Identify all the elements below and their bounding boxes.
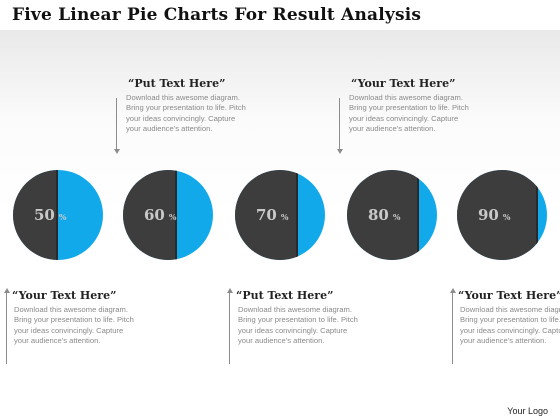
pie-chart: 90% [457, 170, 547, 260]
callout-top-2: “Your Text Here” Download this awesome d… [339, 77, 469, 135]
callout-body: Download this awesome diagram. Bring you… [126, 93, 246, 134]
pie-divider [56, 170, 58, 260]
pie-value-label: 90% [478, 206, 511, 224]
arrow-up-icon [4, 288, 10, 364]
arrow-up-icon [450, 288, 456, 364]
pie-divider [296, 170, 298, 260]
pie-chart: 60% [123, 170, 213, 260]
pie-value-label: 80% [368, 206, 401, 224]
pie-divider [536, 170, 538, 260]
callout-body: Download this awesome diagram. Bring you… [460, 305, 560, 346]
callout-bottom-2: “Put Text Here” Download this awesome di… [230, 289, 358, 347]
pie-chart-row: 50% 60% 70% 80% 90% [13, 170, 547, 260]
logo-text: Your Logo [507, 406, 548, 416]
pie-chart: 50% [13, 170, 103, 260]
arrow-up-icon [227, 288, 233, 364]
callout-heading: “Put Text Here” [128, 77, 226, 90]
page-title: Five Linear Pie Charts For Result Analys… [12, 5, 422, 25]
pie-value-label: 50% [34, 206, 67, 224]
callout-bottom-3: “Your Text Here” Download this awesome d… [452, 289, 560, 347]
pie-value-segment [347, 170, 419, 260]
callout-body: Download this awesome diagram. Bring you… [238, 305, 358, 346]
callout-heading: “Your Text Here” [351, 77, 456, 90]
callout-body: Download this awesome diagram. Bring you… [349, 93, 469, 134]
callout-bottom-1: “Your Text Here” Download this awesome d… [6, 289, 134, 347]
callout-heading: “Put Text Here” [236, 289, 334, 302]
callout-heading: “Your Text Here” [12, 289, 117, 302]
pie-chart: 80% [347, 170, 437, 260]
pie-chart: 70% [235, 170, 325, 260]
callout-body: Download this awesome diagram. Bring you… [14, 305, 134, 346]
pie-divider [417, 170, 419, 260]
callout-heading: “Your Text Here” [458, 289, 560, 302]
pie-divider [175, 170, 177, 260]
arrow-down-icon [114, 98, 120, 154]
pie-value-segment [457, 170, 538, 260]
arrow-down-icon [337, 98, 343, 154]
pie-value-label: 70% [256, 206, 289, 224]
pie-value-label: 60% [144, 206, 177, 224]
callout-top-1: “Put Text Here” Download this awesome di… [116, 77, 246, 135]
